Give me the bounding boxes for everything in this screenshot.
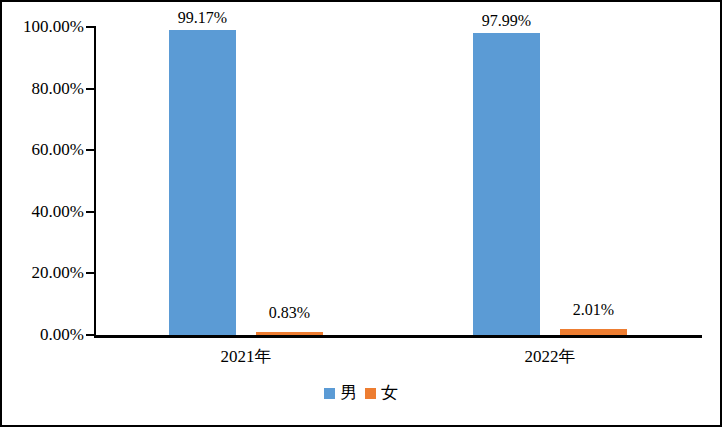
- y-axis-tick: [86, 149, 94, 151]
- bar-value-label: 0.83%: [245, 304, 335, 322]
- y-axis-tick: [86, 26, 94, 28]
- chart-legend: 男女: [2, 383, 720, 403]
- bar-value-label: 2.01%: [549, 301, 639, 319]
- bar-male-2021: [169, 30, 236, 335]
- legend-swatch-female: [365, 388, 376, 399]
- plot-area: 0.00% 20.00% 40.00% 60.00% 80.00% 100.00% 99.1…: [2, 2, 720, 425]
- y-axis-tick-label: 20.00%: [8, 263, 84, 283]
- bar-chart-figure: 0.00% 20.00% 40.00% 60.00% 80.00% 100.00% 99.1…: [0, 0, 722, 427]
- x-axis-category-label: 2021年: [186, 347, 306, 367]
- x-axis-line: [94, 335, 702, 338]
- y-axis-tick-label: 40.00%: [8, 202, 84, 222]
- y-axis-tick-label: 80.00%: [8, 79, 84, 99]
- legend-label-male: 男: [340, 383, 357, 403]
- legend-label-female: 女: [381, 383, 398, 403]
- y-axis-tick-label: 0.00%: [8, 325, 84, 345]
- bar-male-2022: [473, 33, 540, 335]
- y-axis-tick: [86, 334, 94, 336]
- legend-item-female: 女: [365, 383, 398, 403]
- y-axis-tick-label: 60.00%: [8, 140, 84, 160]
- y-axis-line: [94, 26, 96, 337]
- y-axis-tick: [86, 88, 94, 90]
- bar-female-2022: [560, 329, 627, 335]
- y-axis-tick: [86, 211, 94, 213]
- legend-swatch-male: [324, 388, 335, 399]
- bar-value-label: 97.99%: [462, 12, 552, 30]
- legend-item-male: 男: [324, 383, 357, 403]
- y-axis-tick-label: 100.00%: [8, 17, 84, 37]
- bar-value-label: 99.17%: [158, 9, 248, 27]
- bar-female-2021: [256, 332, 323, 335]
- x-axis-category-label: 2022年: [490, 347, 610, 367]
- y-axis-tick: [86, 272, 94, 274]
